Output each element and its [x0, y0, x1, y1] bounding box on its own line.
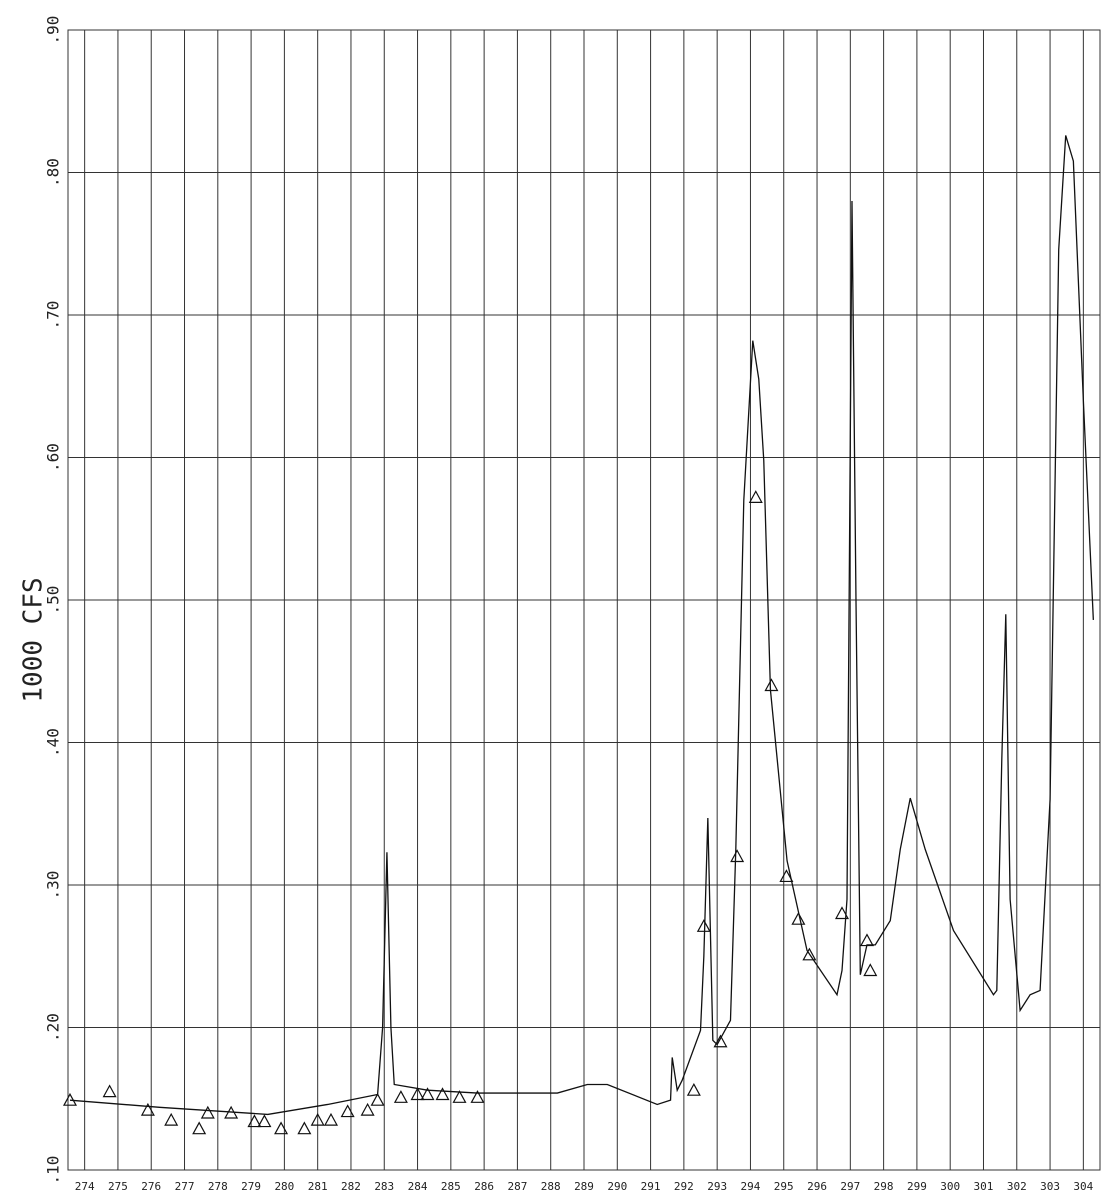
- y-tick-label: .70: [44, 301, 63, 330]
- x-tick-label: 283: [374, 1180, 394, 1193]
- triangle-marker: [696, 919, 711, 932]
- x-tick-label: 298: [874, 1180, 894, 1193]
- y-tick-label: .30: [44, 871, 63, 900]
- triangle-marker: [410, 1087, 425, 1101]
- x-tick-label: 302: [1007, 1180, 1027, 1193]
- triangle-marker: [274, 1121, 289, 1135]
- triangle-marker: [791, 911, 806, 925]
- triangle-marker: [802, 947, 817, 961]
- triangle-marker: [686, 1082, 701, 1096]
- y-tick-label: .60: [44, 443, 63, 472]
- flow-line: [69, 135, 1094, 1116]
- triangle-marker: [420, 1087, 435, 1101]
- x-tick-label: 284: [408, 1180, 428, 1193]
- x-tick-label: 294: [741, 1180, 761, 1193]
- x-tick-label: 304: [1073, 1180, 1093, 1193]
- triangle-marker: [200, 1105, 215, 1119]
- x-tick-label: 296: [807, 1180, 827, 1193]
- triangle-marker: [192, 1121, 207, 1135]
- x-tick-label: 285: [441, 1180, 461, 1193]
- triangle-marker: [393, 1090, 408, 1103]
- y-tick-label: .90: [44, 16, 63, 45]
- triangle-marker: [452, 1090, 467, 1103]
- x-tick-label: 286: [474, 1180, 494, 1193]
- triangle-marker: [764, 678, 779, 692]
- triangle-marker: [323, 1112, 339, 1126]
- x-tick-label: 279: [241, 1180, 261, 1193]
- triangle-marker: [360, 1102, 375, 1116]
- x-tick-label: 274: [75, 1180, 95, 1193]
- x-tick-label: 295: [774, 1180, 794, 1193]
- triangle-marker: [370, 1092, 385, 1106]
- y-tick-label: .40: [44, 728, 63, 757]
- triangle-marker: [713, 1034, 728, 1048]
- x-tick-label: 277: [175, 1180, 195, 1193]
- triangle-marker: [834, 906, 850, 920]
- triangle-marker: [102, 1084, 117, 1098]
- x-tick-label: 290: [607, 1180, 627, 1193]
- x-tick-label: 276: [141, 1180, 161, 1193]
- y-axis-title: 1000 CFS: [19, 577, 49, 702]
- triangle-marker: [748, 490, 763, 503]
- x-tick-label: 303: [1040, 1180, 1060, 1193]
- x-tick-label: 292: [674, 1180, 694, 1193]
- triangle-marker: [62, 1092, 78, 1106]
- x-tick-label: 300: [940, 1180, 960, 1193]
- triangle-marker: [257, 1114, 272, 1128]
- triangle-marker: [340, 1104, 355, 1118]
- x-tick-label: 293: [707, 1180, 727, 1193]
- triangle-marker: [140, 1102, 155, 1116]
- triangle-marker: [730, 849, 745, 863]
- y-tick-label: .80: [44, 158, 63, 187]
- x-tick-label: 281: [308, 1180, 328, 1193]
- x-tick-label: 301: [974, 1180, 994, 1193]
- triangle-marker: [470, 1090, 485, 1103]
- triangle-marker: [297, 1121, 312, 1135]
- x-tick-label: 297: [840, 1180, 860, 1193]
- x-tick-label: 278: [208, 1180, 228, 1193]
- triangle-marker: [247, 1114, 262, 1128]
- x-tick-label: 275: [108, 1180, 128, 1193]
- x-tick-label: 287: [507, 1180, 527, 1193]
- triangle-marker: [435, 1087, 450, 1101]
- y-tick-label: .50: [44, 586, 63, 615]
- x-tick-label: 280: [274, 1180, 294, 1193]
- x-tick-label: 299: [907, 1180, 927, 1193]
- triangle-marker: [859, 933, 874, 947]
- x-tick-label: 282: [341, 1180, 361, 1193]
- y-tick-label: .10: [44, 1156, 63, 1185]
- y-tick-label: .20: [44, 1013, 63, 1042]
- x-tick-label: 291: [641, 1180, 661, 1193]
- x-tick-label: 288: [541, 1180, 561, 1193]
- triangle-marker: [310, 1112, 325, 1126]
- triangle-marker: [224, 1105, 239, 1119]
- triangle-marker: [164, 1112, 179, 1126]
- triangle-marker: [779, 869, 794, 883]
- triangle-marker: [863, 963, 878, 977]
- x-tick-label: 289: [574, 1180, 594, 1193]
